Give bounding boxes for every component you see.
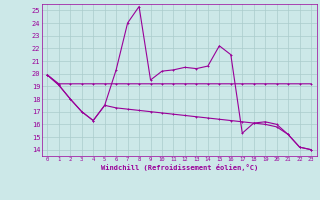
X-axis label: Windchill (Refroidissement éolien,°C): Windchill (Refroidissement éolien,°C) bbox=[100, 164, 258, 171]
